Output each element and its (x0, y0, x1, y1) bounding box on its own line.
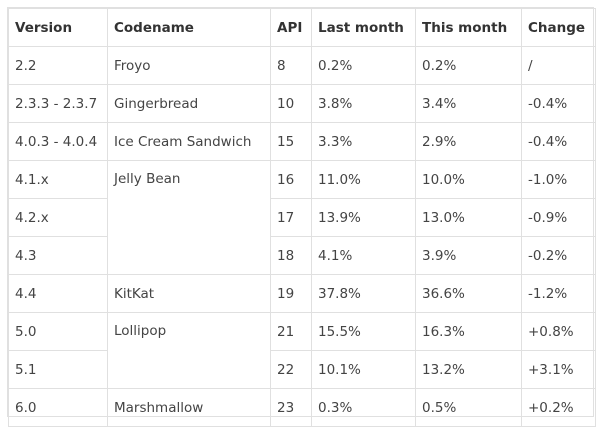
cell-change: +3.1% (521, 350, 596, 389)
cell-this-month: 36.6% (415, 274, 522, 313)
cell-version: 2.2 (8, 46, 108, 85)
cell-version: 5.1 (8, 350, 108, 389)
android-distribution-table: Version Codename API Last month This mon… (8, 8, 596, 427)
cell-change: +0.8% (521, 312, 596, 351)
cell-change: -1.0% (521, 160, 596, 199)
cell-last-month: 15.5% (311, 312, 416, 351)
cell-version: 4.3 (8, 236, 108, 275)
cell-codename: Froyo (107, 46, 271, 85)
cell-this-month: 10.0% (415, 160, 522, 199)
table-row: 4.1.x Jelly Bean 16 11.0% 10.0% -1.0% (8, 160, 596, 275)
cell-api: 17 (270, 198, 312, 237)
cell-this-month: 0.2% (415, 46, 522, 85)
cell-last-month: 0.3% (311, 388, 416, 427)
cell-change: -0.4% (521, 84, 596, 123)
cell-api: 16 (270, 160, 312, 199)
header-api: API (270, 8, 312, 47)
cell-api: 8 (270, 46, 312, 85)
table-row: 4.2.x 17 13.9% 13.0% -0.9% (8, 198, 596, 237)
cell-codename: KitKat (107, 274, 271, 313)
table-row: 2.3.3 - 2.3.7 Gingerbread 10 3.8% 3.4% -… (8, 84, 596, 123)
cell-api: 19 (270, 274, 312, 313)
cell-change: -1.2% (521, 274, 596, 313)
cell-api: 10 (270, 84, 312, 123)
table-row: 5.1 22 10.1% 13.2% +3.1% (8, 350, 596, 389)
cell-version: 2.3.3 - 2.3.7 (8, 84, 108, 123)
cell-last-month: 0.2% (311, 46, 416, 85)
cell-codename: Lollipop (107, 312, 271, 389)
table-row: 5.0 Lollipop 21 15.5% 16.3% +0.8% (8, 312, 596, 389)
cell-last-month: 3.8% (311, 84, 416, 123)
cell-this-month: 0.5% (415, 388, 522, 427)
cell-this-month: 2.9% (415, 122, 522, 161)
cell-last-month: 37.8% (311, 274, 416, 313)
header-change: Change (521, 8, 596, 47)
cell-this-month: 3.4% (415, 84, 522, 123)
header-version: Version (8, 8, 108, 47)
cell-api: 18 (270, 236, 312, 275)
cell-change: -0.2% (521, 236, 596, 275)
header-row: Version Codename API Last month This mon… (8, 8, 596, 47)
cell-api: 15 (270, 122, 312, 161)
cell-version: 4.0.3 - 4.0.4 (8, 122, 108, 161)
cell-this-month: 13.2% (415, 350, 522, 389)
cell-codename: Jelly Bean (107, 160, 271, 275)
android-distribution-table-container: Version Codename API Last month This mon… (7, 7, 596, 427)
table-row: 6.0 Marshmallow 23 0.3% 0.5% +0.2% (8, 388, 596, 427)
cell-api: 22 (270, 350, 312, 389)
cell-api: 21 (270, 312, 312, 351)
table-row: 4.3 18 4.1% 3.9% -0.2% (8, 236, 596, 275)
table-row: 4.0.3 - 4.0.4 Ice Cream Sandwich 15 3.3%… (8, 122, 596, 161)
header-this-month: This month (415, 8, 522, 47)
header-codename: Codename (107, 8, 271, 47)
cell-this-month: 16.3% (415, 312, 522, 351)
cell-last-month: 10.1% (311, 350, 416, 389)
cell-change: +0.2% (521, 388, 596, 427)
cell-version: 4.4 (8, 274, 108, 313)
cell-this-month: 3.9% (415, 236, 522, 275)
cell-version: 5.0 (8, 312, 108, 351)
cell-codename: Marshmallow (107, 388, 271, 427)
cell-this-month: 13.0% (415, 198, 522, 237)
table-row: 4.4 KitKat 19 37.8% 36.6% -1.2% (8, 274, 596, 313)
cell-last-month: 11.0% (311, 160, 416, 199)
cell-last-month: 3.3% (311, 122, 416, 161)
cell-change: / (521, 46, 596, 85)
header-last-month: Last month (311, 8, 416, 47)
cell-codename: Ice Cream Sandwich (107, 122, 271, 161)
cell-last-month: 13.9% (311, 198, 416, 237)
cell-version: 4.2.x (8, 198, 108, 237)
cell-version: 4.1.x (8, 160, 108, 199)
cell-api: 23 (270, 388, 312, 427)
cell-last-month: 4.1% (311, 236, 416, 275)
table-row: 2.2 Froyo 8 0.2% 0.2% / (8, 46, 596, 85)
cell-version: 6.0 (8, 388, 108, 427)
cell-change: -0.4% (521, 122, 596, 161)
cell-change: -0.9% (521, 198, 596, 237)
cell-codename: Gingerbread (107, 84, 271, 123)
